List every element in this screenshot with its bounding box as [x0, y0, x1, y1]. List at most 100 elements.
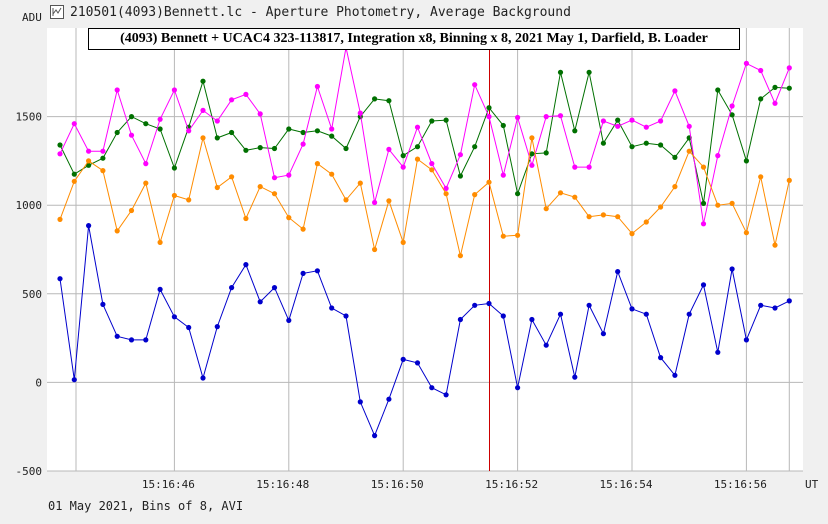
- data-point: [786, 298, 792, 304]
- x-tick-label: 15:16:54: [600, 478, 653, 491]
- data-point: [414, 360, 421, 366]
- data-point: [729, 200, 735, 206]
- data-point: [271, 175, 278, 181]
- y-tick-label: -500: [16, 465, 43, 478]
- data-point: [472, 192, 478, 198]
- data-point: [286, 215, 292, 221]
- data-point: [243, 147, 249, 153]
- series-line: [59, 47, 790, 224]
- data-point: [286, 317, 292, 323]
- data-point: [100, 301, 106, 307]
- data-point: [314, 161, 320, 167]
- data-point: [400, 239, 406, 245]
- data-point: [386, 396, 392, 402]
- data-point: [515, 191, 521, 197]
- data-point: [243, 262, 249, 268]
- chart-title-text: (4093) Bennett + UCAC4 323-113817, Integ…: [120, 31, 708, 46]
- data-point: [128, 114, 135, 120]
- x-tick-label: 15:16:52: [485, 478, 538, 491]
- data-point: [515, 232, 521, 238]
- x-tick-label: 15:16:56: [714, 478, 767, 491]
- lightcurve-app-icon[interactable]: [50, 5, 64, 19]
- data-point: [372, 433, 378, 439]
- data-point: [372, 96, 378, 102]
- data-point: [143, 161, 149, 167]
- data-point: [214, 135, 220, 141]
- data-point: [57, 151, 63, 157]
- series-line: [59, 72, 790, 204]
- data-point: [643, 124, 649, 130]
- data-point: [443, 185, 449, 191]
- data-point: [214, 118, 220, 124]
- data-point: [86, 223, 92, 229]
- data-point: [386, 198, 392, 204]
- data-point: [329, 126, 335, 132]
- data-point: [171, 314, 177, 320]
- data-point: [214, 184, 220, 191]
- series-1: [57, 44, 792, 227]
- data-point: [443, 392, 449, 398]
- data-point: [243, 215, 249, 222]
- data-point: [300, 129, 306, 136]
- window-title: 210501(4093)Bennett.lc - Aperture Photom…: [70, 4, 571, 20]
- data-point: [586, 214, 592, 220]
- data-point: [643, 311, 649, 317]
- data-point: [414, 156, 421, 162]
- data-point: [171, 165, 177, 171]
- data-point: [143, 121, 149, 127]
- data-point: [700, 200, 707, 206]
- data-point: [758, 67, 764, 74]
- series-3: [57, 223, 792, 439]
- x-axis-label: UT: [805, 478, 819, 491]
- data-point: [71, 171, 77, 177]
- x-tick-label: 15:16:50: [371, 478, 424, 491]
- data-point: [400, 356, 406, 362]
- data-point: [543, 206, 549, 212]
- data-point: [271, 145, 278, 152]
- data-point: [486, 114, 492, 120]
- data-point: [171, 192, 177, 199]
- data-point: [128, 132, 135, 138]
- data-point: [615, 123, 621, 129]
- data-point: [257, 111, 263, 117]
- data-point: [672, 88, 678, 94]
- data-point: [414, 144, 421, 150]
- data-point: [200, 107, 206, 113]
- data-point: [700, 282, 707, 288]
- data-point: [529, 151, 535, 157]
- data-point: [271, 285, 278, 291]
- data-point: [743, 60, 750, 66]
- data-point: [557, 69, 564, 75]
- data-point: [600, 140, 607, 146]
- data-point: [758, 174, 764, 180]
- data-point: [629, 231, 635, 237]
- data-point: [472, 82, 478, 88]
- series-layer: [57, 44, 792, 439]
- data-point: [243, 91, 249, 97]
- data-point: [700, 221, 707, 227]
- data-point: [672, 184, 678, 190]
- data-point: [128, 337, 135, 343]
- data-point: [100, 148, 106, 154]
- series-2: [57, 135, 792, 259]
- data-point: [743, 230, 750, 236]
- chart-title: (4093) Bennett + UCAC4 323-113817, Integ…: [88, 28, 740, 50]
- data-point: [615, 214, 621, 220]
- data-point: [329, 133, 335, 139]
- data-point: [500, 172, 506, 178]
- data-point: [200, 78, 206, 84]
- data-point: [586, 164, 592, 170]
- data-point: [143, 337, 149, 343]
- data-point: [357, 110, 363, 116]
- data-point: [386, 146, 392, 152]
- data-point: [758, 96, 764, 102]
- data-point: [557, 113, 564, 119]
- data-point: [300, 226, 306, 232]
- data-point: [143, 180, 149, 186]
- data-point: [157, 116, 163, 122]
- data-point: [314, 83, 320, 90]
- data-point: [543, 342, 549, 348]
- y-axis-label: ADU: [22, 11, 42, 24]
- data-point: [543, 150, 549, 156]
